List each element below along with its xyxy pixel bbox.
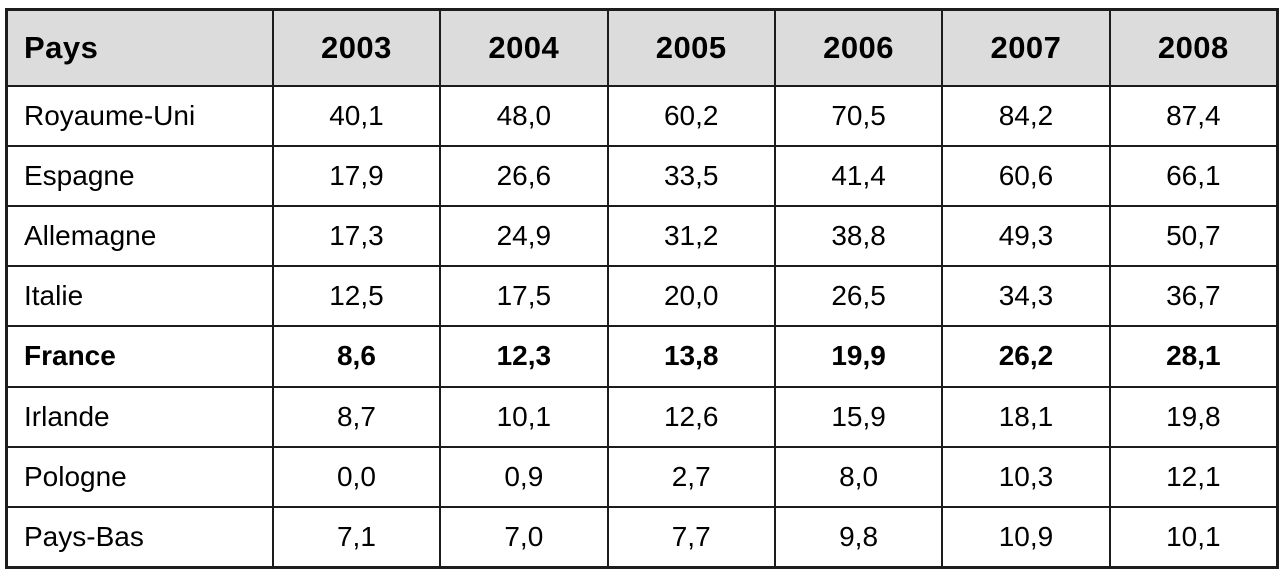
value-cell: 19,9 <box>773 325 944 388</box>
country-cell: Pologne <box>5 445 274 508</box>
value-cell: 19,8 <box>1108 385 1279 448</box>
value-cell: 60,6 <box>941 145 1111 208</box>
column-header-year-2005: 2005 <box>606 8 776 87</box>
value-cell: 20,0 <box>606 265 776 328</box>
value-cell: 18,1 <box>941 385 1111 448</box>
value-cell: 7,0 <box>439 505 609 569</box>
value-cell: 84,2 <box>941 84 1111 148</box>
country-cell: Italie <box>5 265 274 328</box>
value-cell: 70,5 <box>773 84 944 148</box>
value-cell: 10,1 <box>1108 505 1279 569</box>
table-row: Irlande 8,7 10,1 12,6 15,9 18,1 19,8 <box>5 385 1279 448</box>
table-row: Pologne 0,0 0,9 2,7 8,0 10,3 12,1 <box>5 445 1279 508</box>
value-cell: 12,3 <box>439 325 609 388</box>
value-cell: 8,0 <box>773 445 944 508</box>
table-row: Pays-Bas 7,1 7,0 7,7 9,8 10,9 10,1 <box>5 505 1279 569</box>
value-cell: 10,3 <box>941 445 1111 508</box>
column-header-year-2008: 2008 <box>1108 8 1279 87</box>
value-cell: 50,7 <box>1108 205 1279 268</box>
value-cell: 31,2 <box>606 205 776 268</box>
value-cell: 28,1 <box>1108 325 1279 388</box>
value-cell: 26,5 <box>773 265 944 328</box>
table-body: Royaume-Uni 40,1 48,0 60,2 70,5 84,2 87,4 Espag… <box>5 84 1279 569</box>
value-cell: 41,4 <box>773 145 944 208</box>
value-cell: 17,5 <box>439 265 609 328</box>
column-header-pays: Pays <box>5 8 274 87</box>
value-cell: 15,9 <box>773 385 944 448</box>
value-cell: 66,1 <box>1108 145 1279 208</box>
value-cell: 13,8 <box>606 325 776 388</box>
value-cell: 10,1 <box>439 385 609 448</box>
value-cell: 60,2 <box>606 84 776 148</box>
table-row: Italie 12,5 17,5 20,0 26,5 34,3 36,7 <box>5 265 1279 328</box>
value-cell: 26,2 <box>941 325 1111 388</box>
value-cell: 12,1 <box>1108 445 1279 508</box>
value-cell: 38,8 <box>773 205 944 268</box>
value-cell: 24,9 <box>439 205 609 268</box>
value-cell: 0,0 <box>271 445 442 508</box>
table-header: Pays 2003 2004 2005 2006 2007 2008 <box>5 8 1279 87</box>
column-header-year-2007: 2007 <box>941 8 1111 87</box>
value-cell: 12,6 <box>606 385 776 448</box>
value-cell: 12,5 <box>271 265 442 328</box>
country-cell: Irlande <box>5 385 274 448</box>
value-cell: 36,7 <box>1108 265 1279 328</box>
data-table: Pays 2003 2004 2005 2006 2007 2008 Royaume-Uni… <box>5 8 1279 569</box>
value-cell: 17,9 <box>271 145 442 208</box>
country-cell: Royaume-Uni <box>5 84 274 148</box>
header-row: Pays 2003 2004 2005 2006 2007 2008 <box>5 8 1279 87</box>
value-cell: 8,7 <box>271 385 442 448</box>
value-cell: 9,8 <box>773 505 944 569</box>
table-row: Allemagne 17,3 24,9 31,2 38,8 49,3 50,7 <box>5 205 1279 268</box>
column-header-year-2003: 2003 <box>271 8 442 87</box>
country-cell: Pays-Bas <box>5 505 274 569</box>
value-cell: 34,3 <box>941 265 1111 328</box>
value-cell: 8,6 <box>271 325 442 388</box>
country-cell: France <box>5 325 274 388</box>
value-cell: 48,0 <box>439 84 609 148</box>
value-cell: 2,7 <box>606 445 776 508</box>
table-row: France 8,6 12,3 13,8 19,9 26,2 28,1 <box>5 325 1279 388</box>
value-cell: 17,3 <box>271 205 442 268</box>
value-cell: 33,5 <box>606 145 776 208</box>
value-cell: 87,4 <box>1108 84 1279 148</box>
value-cell: 49,3 <box>941 205 1111 268</box>
country-cell: Allemagne <box>5 205 274 268</box>
country-cell: Espagne <box>5 145 274 208</box>
table-row: Royaume-Uni 40,1 48,0 60,2 70,5 84,2 87,4 <box>5 84 1279 148</box>
value-cell: 40,1 <box>271 84 442 148</box>
value-cell: 10,9 <box>941 505 1111 569</box>
table-row: Espagne 17,9 26,6 33,5 41,4 60,6 66,1 <box>5 145 1279 208</box>
column-header-year-2004: 2004 <box>439 8 609 87</box>
value-cell: 26,6 <box>439 145 609 208</box>
value-cell: 7,7 <box>606 505 776 569</box>
column-header-year-2006: 2006 <box>773 8 944 87</box>
value-cell: 7,1 <box>271 505 442 569</box>
value-cell: 0,9 <box>439 445 609 508</box>
